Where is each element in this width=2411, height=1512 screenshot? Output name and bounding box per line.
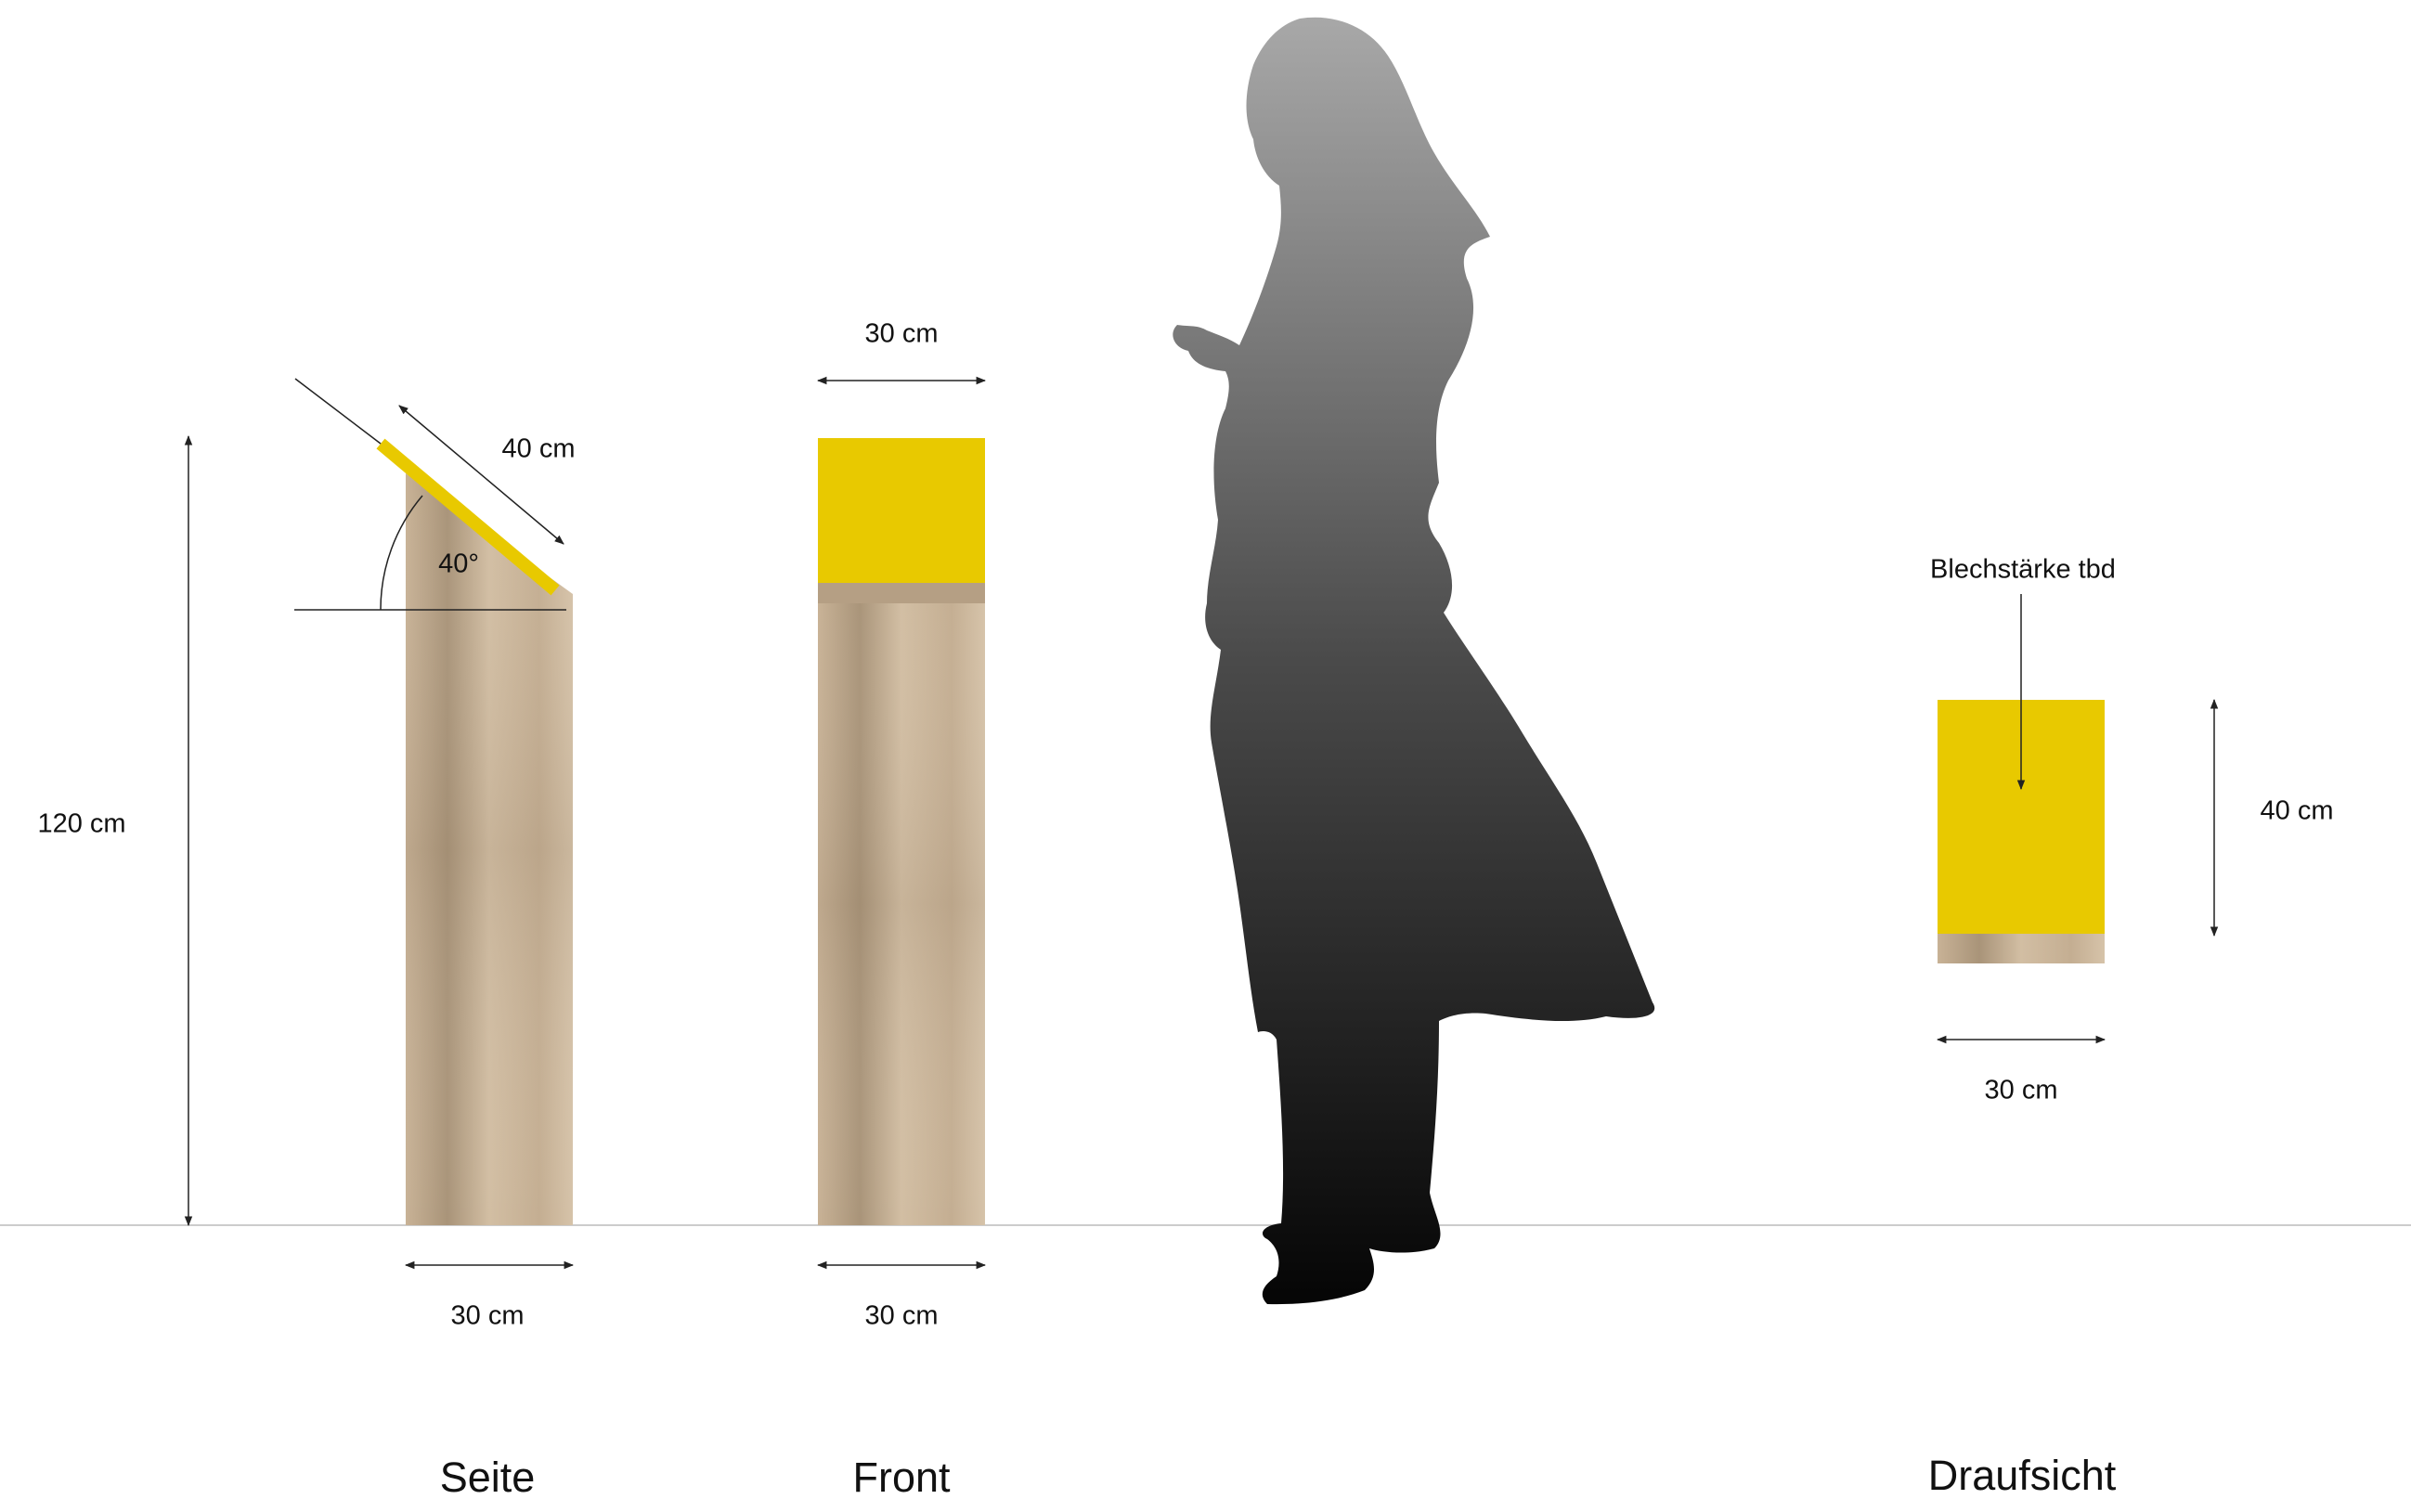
front-view-title: Front [852,1454,951,1501]
side-post-shade [406,473,573,1225]
top-note-label: Blechstärke tbd [1930,554,2116,585]
top-view [1936,594,2219,1044]
front-plate [818,438,985,583]
height-label: 120 cm [37,808,126,839]
top-width-label: 30 cm [1984,1075,2058,1105]
side-width-label: 30 cm [450,1300,525,1331]
top-depth-label: 40 cm [2260,795,2334,826]
top-post-edge [1938,934,2105,963]
side-panel-label: 40 cm [501,433,576,464]
front-bottom-width-label: 30 cm [864,1300,939,1331]
side-view [184,378,575,1270]
person-silhouette-icon [1173,17,1655,1305]
side-panel-dimension-line [398,405,564,545]
side-plate-extension [294,378,382,445]
top-view-title: Draufsicht [1927,1452,2117,1499]
side-angle-label: 40° [438,549,479,579]
front-post-shade [818,583,985,1225]
front-top-width-label: 30 cm [864,318,939,349]
side-view-title: Seite [439,1454,536,1501]
front-view [816,376,987,1270]
front-post-bevel [818,583,985,603]
